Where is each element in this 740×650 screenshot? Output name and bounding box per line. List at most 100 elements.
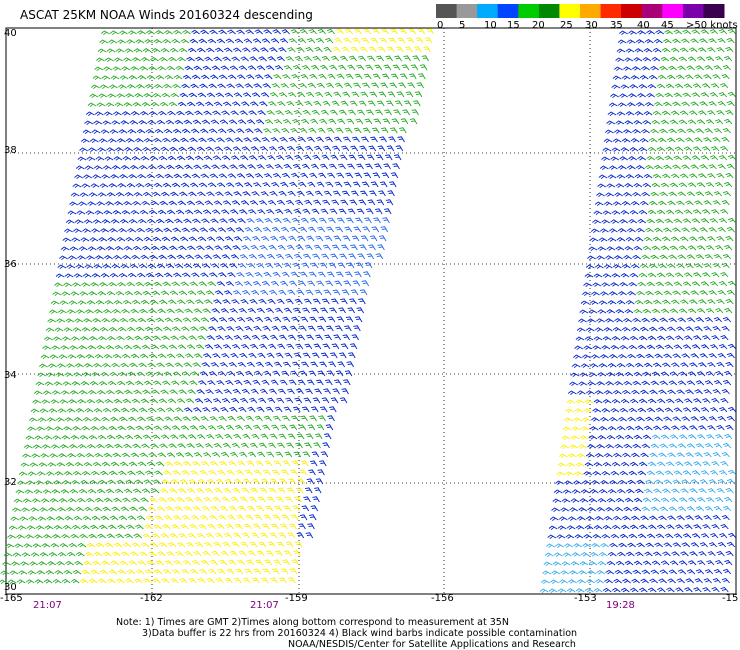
- wind-barb: [109, 129, 119, 134]
- wind-barb: [106, 192, 116, 197]
- wind-barb: [228, 559, 237, 566]
- wind-barb: [89, 138, 99, 144]
- wind-barb: [677, 506, 687, 512]
- wind-barb: [668, 191, 677, 197]
- wind-barb: [248, 451, 257, 458]
- wind-barb: [693, 461, 702, 467]
- wind-barb: [710, 532, 719, 539]
- wind-barb: [261, 38, 271, 44]
- wind-barb: [26, 525, 36, 530]
- wind-barb: [323, 46, 332, 53]
- map-title: ASCAT 25KM NOAA Winds 20160324 descendin…: [20, 8, 313, 22]
- wind-barb: [715, 559, 724, 566]
- wind-barb: [86, 156, 96, 162]
- wind-barb: [341, 244, 349, 251]
- wind-barb: [161, 236, 171, 242]
- wind-barb: [255, 559, 264, 566]
- wind-barb: [678, 182, 688, 188]
- wind-barb: [587, 507, 597, 512]
- wind-barb: [562, 426, 572, 432]
- wind-barb: [320, 307, 328, 314]
- wind-barb: [142, 245, 151, 251]
- wind-barb: [598, 363, 608, 368]
- wind-barb: [660, 497, 670, 503]
- wind-barb: [229, 406, 238, 413]
- wind-barb: [117, 39, 127, 44]
- wind-barb: [711, 335, 720, 341]
- wind-barb: [358, 100, 367, 107]
- wind-barb: [603, 327, 613, 332]
- wind-barb: [139, 209, 149, 215]
- wind-barb: [242, 577, 251, 584]
- wind-barb: [64, 417, 74, 422]
- wind-barb: [132, 102, 142, 107]
- wind-barb: [684, 398, 693, 404]
- wind-barb: [276, 154, 285, 161]
- wind-barb: [196, 389, 205, 395]
- wind-barb: [67, 210, 77, 216]
- wind-barb: [691, 533, 701, 539]
- wind-barb: [202, 209, 212, 215]
- wind-barb: [666, 587, 675, 593]
- wind-barb: [121, 66, 131, 71]
- wind-barb: [652, 110, 662, 116]
- wind-barb: [347, 307, 355, 314]
- wind-barb: [283, 65, 293, 71]
- wind-barb: [593, 587, 603, 593]
- wind-barb: [218, 74, 228, 80]
- wind-barb: [255, 361, 264, 368]
- wind-barb: [286, 487, 295, 494]
- wind-barb: [329, 109, 338, 116]
- wind-barb: [80, 381, 90, 386]
- wind-barb: [650, 317, 659, 323]
- wind-barb: [302, 451, 311, 458]
- wind-barb: [589, 237, 599, 243]
- wind-barb: [344, 127, 353, 134]
- wind-barb: [212, 110, 221, 116]
- wind-barb: [110, 416, 119, 422]
- wind-barb: [632, 569, 642, 575]
- wind-barb: [30, 408, 40, 414]
- wind-barb: [254, 415, 263, 422]
- wind-barb: [685, 389, 694, 395]
- wind-barb: [40, 498, 50, 503]
- wind-barb: [673, 281, 683, 287]
- wind-barb: [165, 218, 174, 224]
- wind-barb: [112, 210, 122, 215]
- wind-barb: [104, 255, 113, 260]
- wind-barb: [625, 425, 635, 431]
- wind-barb: [51, 345, 61, 351]
- wind-barb: [168, 443, 177, 449]
- wind-barb: [668, 569, 678, 575]
- wind-barb: [81, 327, 91, 332]
- wind-barb: [100, 228, 109, 233]
- wind-barb: [653, 425, 662, 431]
- wind-barb: [107, 380, 117, 386]
- wind-barb: [330, 154, 339, 161]
- wind-barb: [45, 327, 55, 333]
- wind-barb: [614, 443, 624, 449]
- wind-barb: [309, 415, 317, 422]
- wind-barb: [585, 516, 595, 521]
- wind-barb: [209, 317, 219, 323]
- wind-barb: [648, 524, 657, 530]
- wind-barb: [218, 415, 227, 422]
- wind-barb: [56, 462, 66, 467]
- wind-barb: [175, 407, 184, 413]
- wind-barb: [103, 308, 112, 314]
- wind-barb: [309, 316, 318, 323]
- wind-barb: [656, 398, 666, 404]
- wind-barb: [280, 83, 289, 89]
- wind-barb: [707, 110, 716, 116]
- wind-barb: [272, 29, 281, 35]
- wind-barb: [207, 523, 216, 530]
- wind-barb: [66, 363, 75, 368]
- wind-barb: [405, 46, 413, 53]
- wind-barb: [699, 101, 708, 107]
- wind-barb: [197, 478, 207, 485]
- wind-barb: [159, 101, 169, 107]
- wind-barb: [89, 380, 99, 386]
- wind-barb: [155, 560, 165, 566]
- lat-label-36: 36: [4, 259, 17, 270]
- wind-barb: [295, 244, 304, 251]
